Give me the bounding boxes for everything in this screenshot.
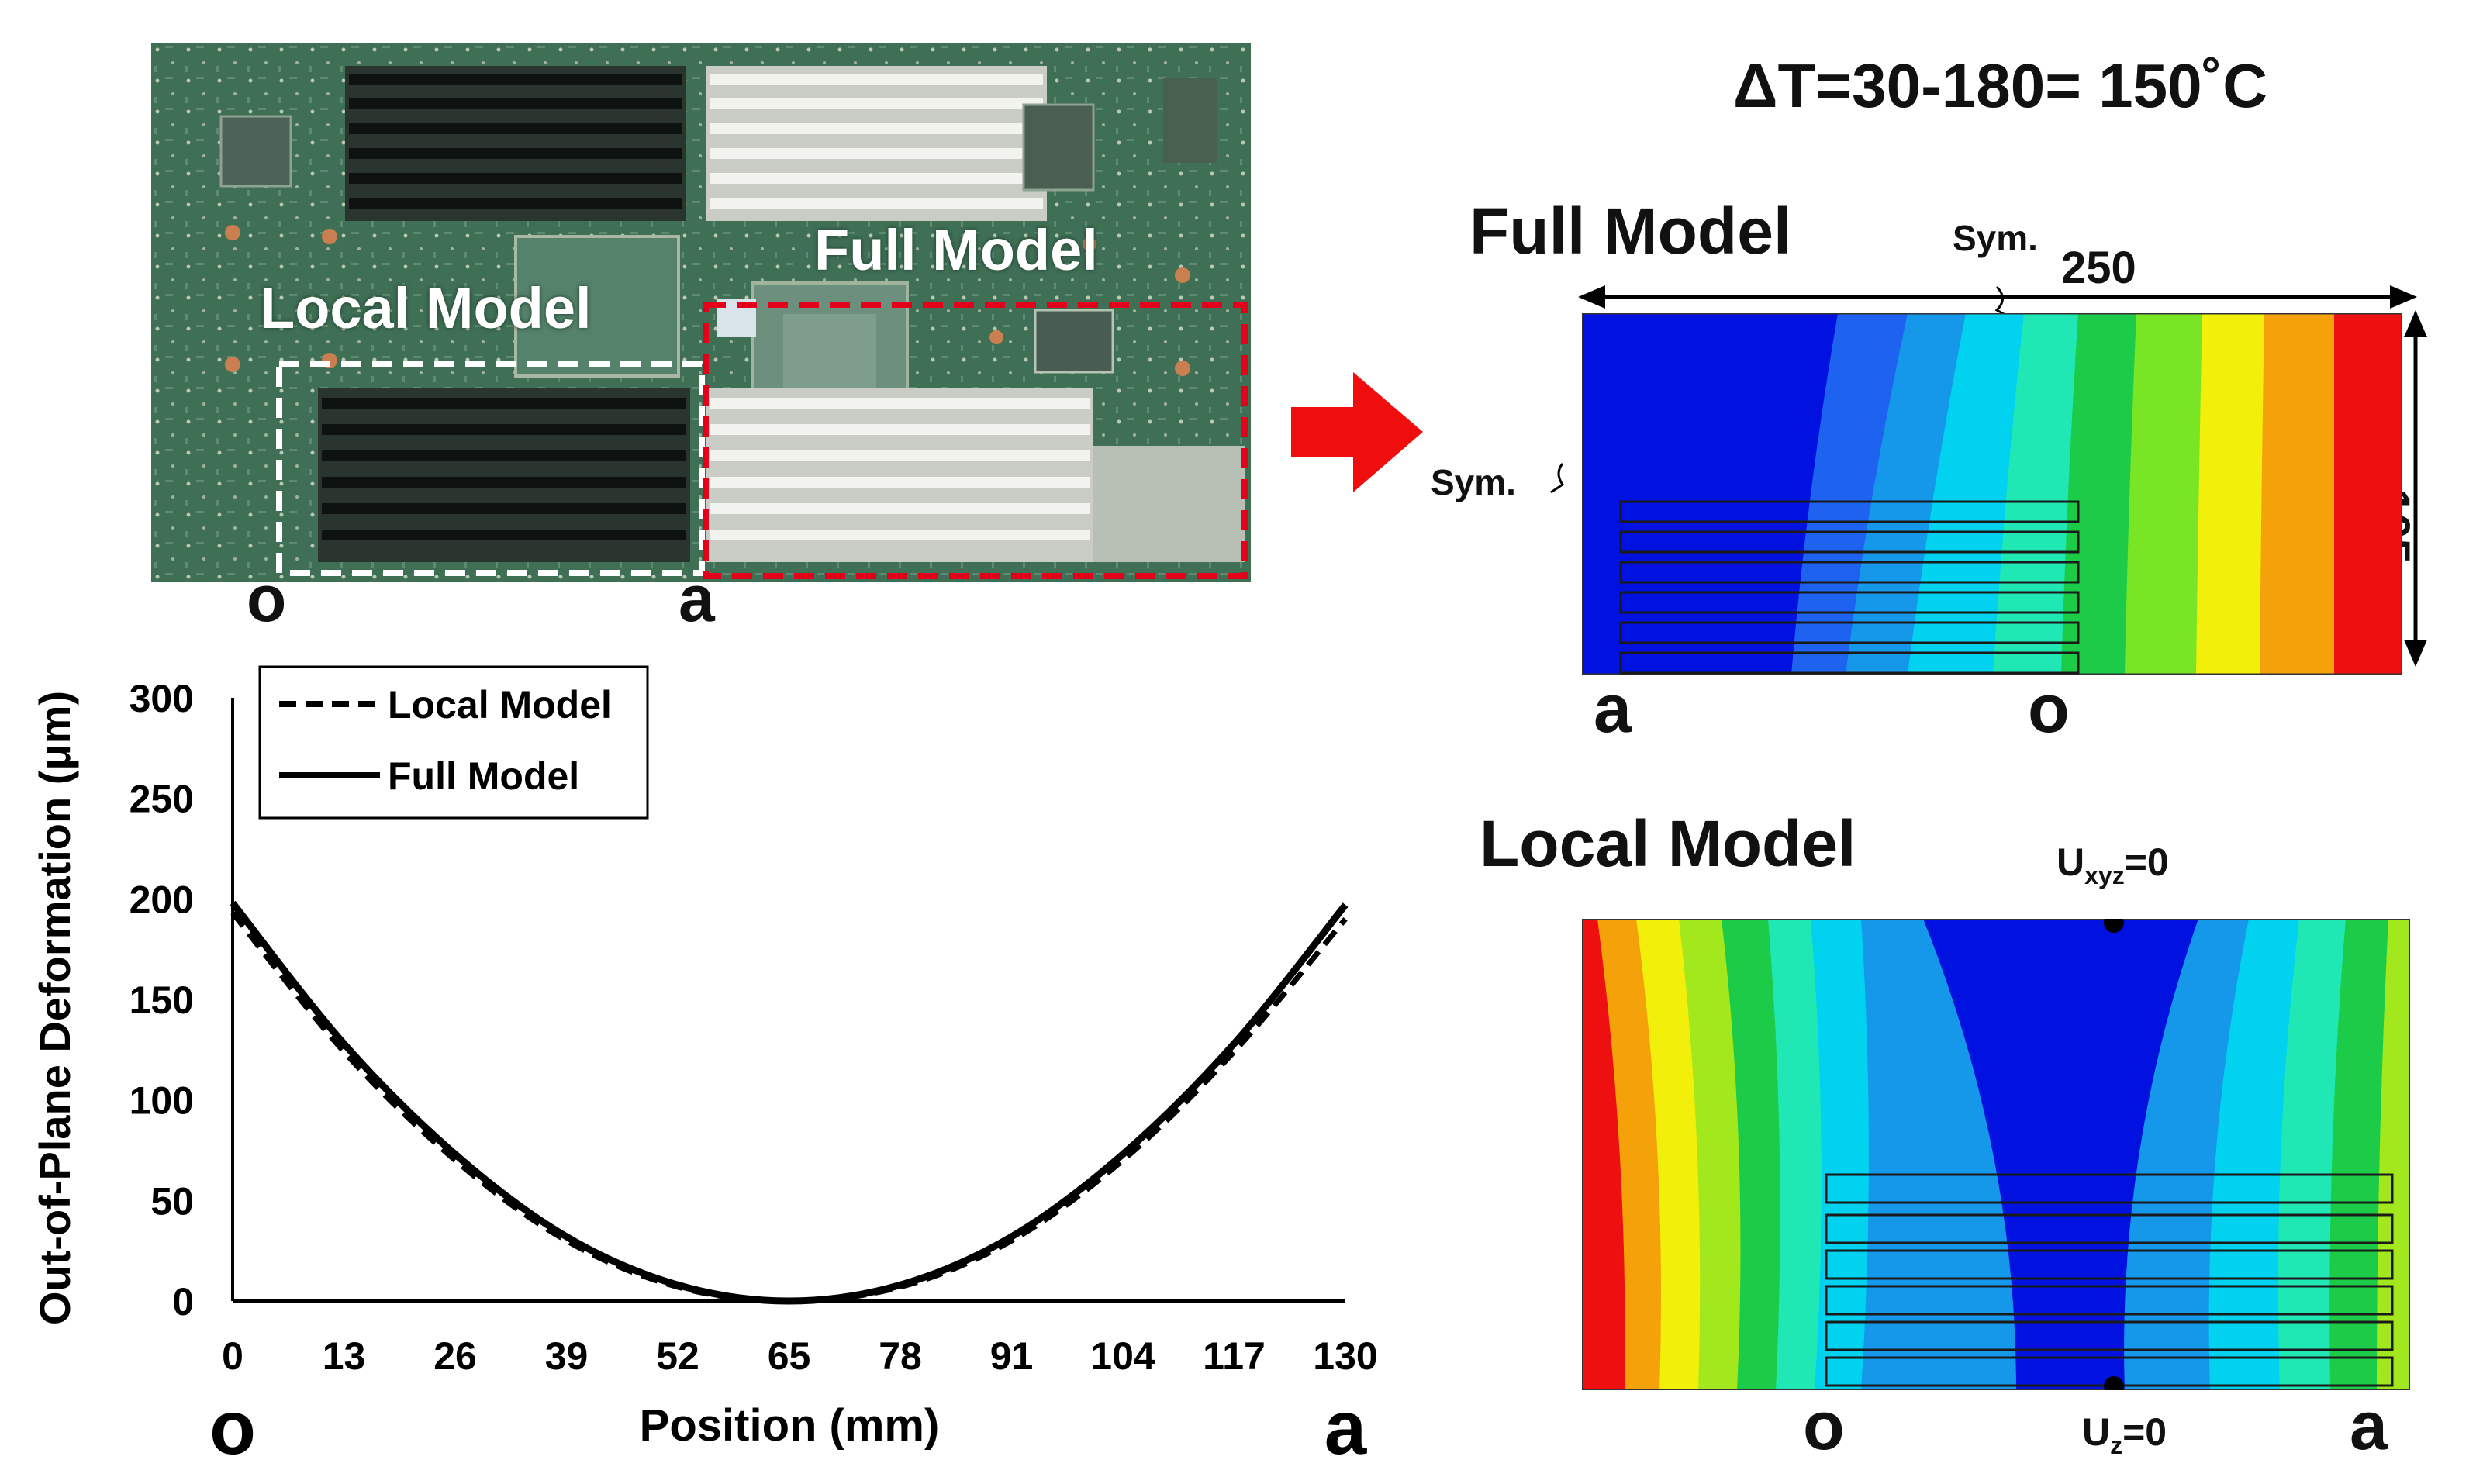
photo-o-label: o [247,562,287,635]
local-bc-bottom: Uz=0 [2082,1410,2167,1460]
legend-full-label: Full Model [388,754,579,798]
y-tick-label: 0 [172,1280,194,1324]
local-bc-bottom-sub: z [2110,1431,2123,1459]
photo-local-label: Local Model [260,276,592,340]
full-a-label: a [1594,670,1632,747]
full-sym-left-label: Sym. [1431,462,1516,502]
legend-local-label: Local Model [388,683,612,726]
x-tick-label: 104 [1090,1334,1155,1378]
x-tick-label: 117 [1203,1334,1266,1378]
y-tick-label: 100 [130,1079,194,1123]
local-model-title: Local Model [1480,807,1856,880]
x-axis-end-label: a [1324,1385,1368,1470]
local-model-contour [1582,919,2410,1390]
legend-box [258,665,649,820]
series-line-local-model [230,911,1348,1304]
x-tick-label: 52 [656,1334,699,1378]
x-tick-label: 78 [879,1334,922,1378]
y-axis-label: Out-of-Plane Deformation (μm) [30,691,79,1325]
x-axis-start-label: o [209,1385,256,1470]
x-tick-label: 65 [768,1334,811,1378]
y-tick-label: 300 [130,677,194,720]
red-arrow-icon [1291,372,1423,492]
full-model-title: Full Model [1469,195,1792,267]
chart-legend: Local Model Full Model [258,665,649,820]
board-photo: Local Model Full Model [151,43,1251,582]
x-tick-label: 26 [433,1334,477,1378]
deformation-chart: 0 50 100 150 200 250 300 0 13 26 39 52 65 78 91 104 117… [30,665,1378,1470]
board-photo-graphic [151,43,1251,582]
local-bc-top: Uxyz=0 [2057,840,2169,890]
local-bc-top-sub: xyz [2084,861,2125,889]
local-bc-bottom-val: =0 [2122,1410,2167,1454]
y-tick-label: 150 [130,978,194,1022]
x-tick-label: 13 [323,1334,366,1378]
local-bc-top-val: =0 [2124,840,2169,884]
local-o-label: o [1803,1387,1845,1464]
photo-a-label: a [679,562,715,635]
full-model-dimension-lines [1550,285,2427,667]
x-tick-label: 0 [222,1334,243,1378]
x-tick-label: 39 [545,1334,589,1378]
photo-full-label: Full Model [814,218,1098,282]
local-a-label: a [2350,1387,2388,1464]
y-tick-label: 200 [130,878,194,921]
full-o-label: o [2028,670,2070,747]
y-tick-label: 250 [130,778,194,821]
x-tick-label: 91 [990,1334,1034,1378]
full-sym-top-label: Sym. [1953,218,2038,258]
series-line-full-model [230,900,1349,1305]
local-bc-bottom-u: U [2082,1410,2111,1454]
y-tick-label: 50 [150,1179,194,1223]
full-width-dimension: 250 [2061,243,2136,293]
delta-t-label: ΔT=30-180= 150˚C [1733,51,2268,120]
local-bc-top-u: U [2057,840,2085,884]
x-tick-label: 130 [1313,1334,1377,1378]
x-axis-label: Position (mm) [640,1400,940,1451]
full-model-contour [1582,313,2402,675]
local-region-box [276,361,705,576]
